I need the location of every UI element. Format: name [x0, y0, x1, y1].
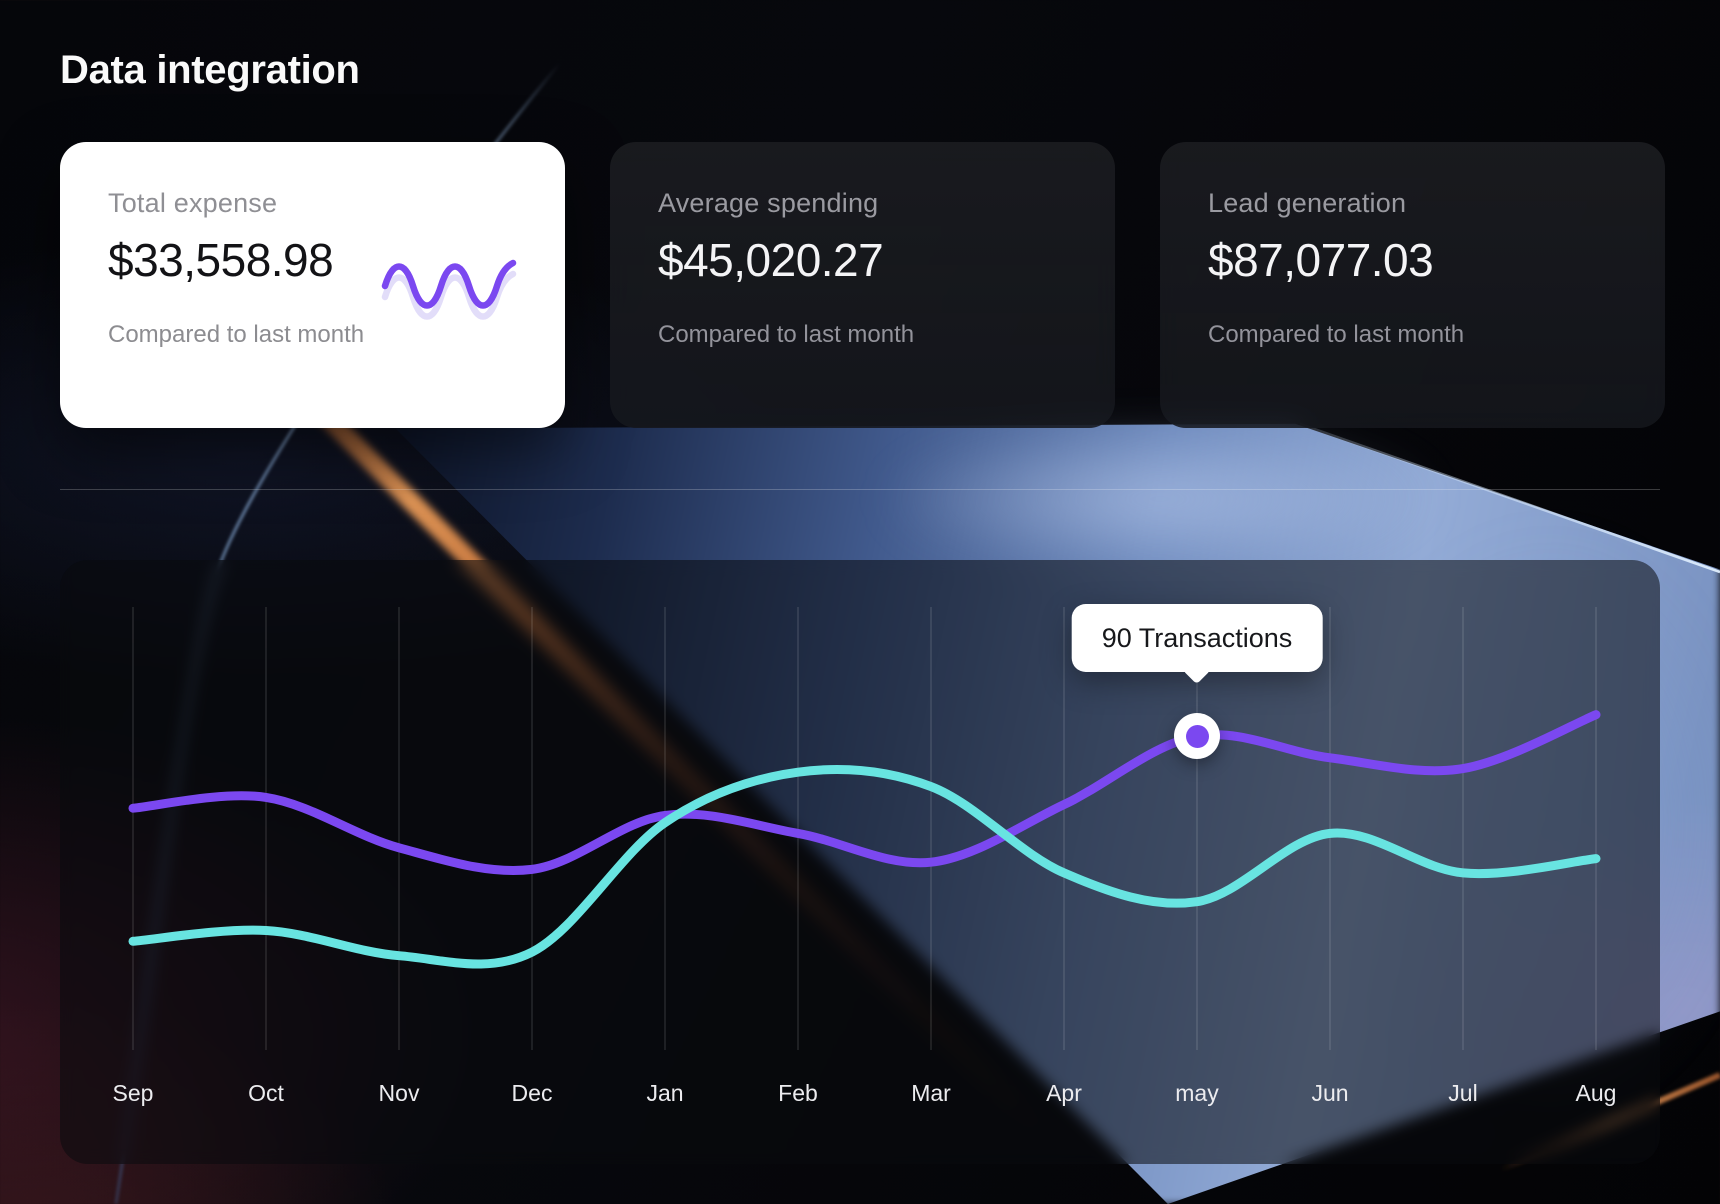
chart-tooltip-text: 90 Transactions — [1101, 622, 1293, 653]
section-divider — [60, 489, 1660, 490]
svg-text:Sep: Sep — [113, 1080, 154, 1106]
stat-card-value: $45,020.27 — [658, 234, 884, 286]
stat-card-label: Lead generation — [1208, 188, 1407, 218]
line-chart[interactable]: Sep Oct Nov Dec Jan Feb Mar Apr may Jun Jul Aug — [60, 560, 1660, 1164]
stat-card-lead-generation: Lead generation $87,077.03 Compared to l… — [1160, 142, 1665, 428]
sparkline-icon — [381, 259, 517, 320]
svg-text:Nov: Nov — [379, 1080, 420, 1106]
chart-panel: Sep Oct Nov Dec Jan Feb Mar Apr may Jun Jul Aug 90 … — [60, 560, 1660, 1164]
stat-card-caption: Compared to last month — [108, 321, 365, 348]
svg-text:Mar: Mar — [911, 1080, 951, 1106]
stat-card-total-expense: Total expense $33,558.98 Compared to las… — [60, 142, 565, 428]
stat-card-average-spending: Average spending $45,020.27 Compared to … — [610, 142, 1115, 428]
chart-marker[interactable] — [1174, 713, 1220, 760]
stat-cards: Total expense $33,558.98 Compared to las… — [60, 142, 1665, 428]
stat-card-value: $87,077.03 — [1208, 234, 1434, 286]
page-title: Data integration — [60, 48, 360, 92]
stat-card-label: Average spending — [658, 188, 879, 218]
svg-text:Jul: Jul — [1448, 1080, 1477, 1106]
background-haze-glow — [880, 424, 1440, 574]
svg-text:Oct: Oct — [248, 1080, 284, 1106]
chart-marker-dot — [1185, 724, 1209, 748]
svg-text:Aug: Aug — [1576, 1080, 1617, 1106]
svg-text:Jan: Jan — [646, 1080, 683, 1106]
stat-card-value: $33,558.98 — [108, 234, 334, 286]
stat-card-caption: Compared to last month — [1208, 321, 1465, 348]
svg-text:Feb: Feb — [778, 1080, 818, 1106]
stat-card-caption: Compared to last month — [658, 321, 915, 348]
svg-text:Dec: Dec — [512, 1080, 553, 1106]
chart-tooltip: 90 Transactions — [1071, 604, 1323, 673]
svg-text:Jun: Jun — [1311, 1080, 1348, 1106]
plane-edge-highlight — [1299, 422, 1720, 574]
svg-text:may: may — [1175, 1080, 1219, 1106]
stat-card-label: Total expense — [108, 188, 278, 218]
svg-text:Apr: Apr — [1046, 1080, 1082, 1106]
